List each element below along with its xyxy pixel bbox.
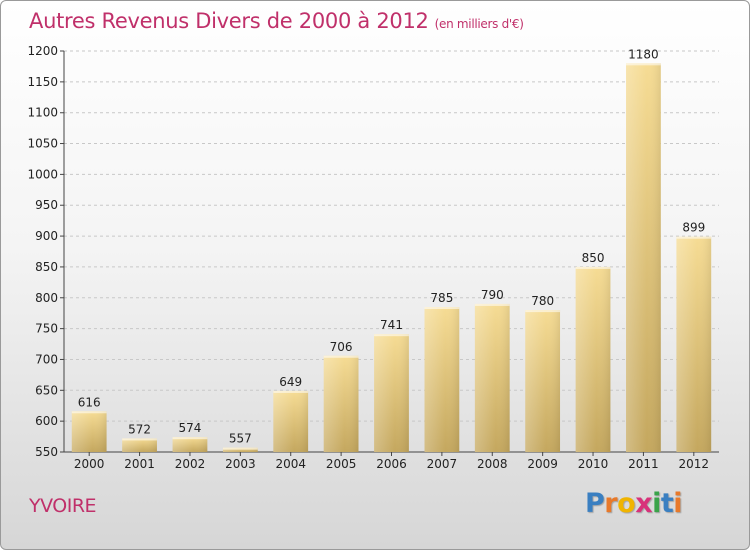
value-label: 780 xyxy=(531,294,554,308)
y-tick-label: 900 xyxy=(35,229,58,243)
bar-shade xyxy=(172,437,208,452)
bar-highlight xyxy=(424,307,460,310)
bar-shade xyxy=(222,447,258,452)
value-label: 574 xyxy=(179,421,202,435)
logo-letter: x xyxy=(635,488,653,519)
value-label: 616 xyxy=(78,395,101,409)
y-tick-label: 750 xyxy=(35,322,58,336)
x-tick-label: 2007 xyxy=(427,457,458,471)
bar-shade xyxy=(626,63,661,452)
y-tick-label: 650 xyxy=(35,383,58,397)
bar-highlight xyxy=(172,437,208,440)
bar-shade xyxy=(273,390,309,452)
y-tick-label: 700 xyxy=(35,352,58,366)
y-tick-label: 950 xyxy=(35,198,58,212)
bar-highlight xyxy=(676,236,712,239)
value-label: 899 xyxy=(682,221,705,235)
logo-letter: i xyxy=(652,488,661,519)
bar-shade xyxy=(575,266,611,452)
value-label: 1180 xyxy=(628,47,659,61)
x-tick-label: 2005 xyxy=(326,457,357,471)
bar-highlight xyxy=(323,355,359,358)
proxiti-logo: Proxiti xyxy=(585,488,683,519)
value-label: 649 xyxy=(279,375,302,389)
value-label: 706 xyxy=(330,340,353,354)
chart-title: Autres Revenus Divers de 2000 à 2012 (en … xyxy=(29,9,524,33)
y-tick-label: 550 xyxy=(35,445,58,459)
bar-highlight xyxy=(374,334,409,337)
value-label: 790 xyxy=(481,288,504,302)
x-tick-label: 2009 xyxy=(527,457,558,471)
bar-shade xyxy=(122,438,157,452)
bar-highlight xyxy=(525,310,561,313)
chart-unit-label: (en milliers d'€) xyxy=(434,17,524,31)
x-tick-label: 2010 xyxy=(578,457,609,471)
y-tick-label: 1000 xyxy=(27,167,58,181)
x-tick-label: 2008 xyxy=(477,457,508,471)
y-tick-label: 1150 xyxy=(27,75,58,89)
y-tick-label: 1050 xyxy=(27,137,58,151)
bar-highlight xyxy=(474,303,510,306)
bar-highlight xyxy=(575,266,611,269)
x-tick-label: 2012 xyxy=(679,457,710,471)
x-tick-label: 2001 xyxy=(124,457,155,471)
logo-letter: o xyxy=(617,488,636,519)
y-tick-label: 600 xyxy=(35,414,58,428)
value-label: 850 xyxy=(582,251,605,265)
value-label: 557 xyxy=(229,432,252,446)
bar-shade xyxy=(374,334,409,452)
x-tick-label: 2003 xyxy=(225,457,256,471)
value-label: 572 xyxy=(128,422,151,436)
logo-letter: P xyxy=(585,488,605,519)
y-tick-label: 800 xyxy=(35,291,58,305)
bar-highlight xyxy=(273,390,309,393)
y-tick-label: 1100 xyxy=(27,106,58,120)
place-name: YVOIRE xyxy=(29,495,97,517)
value-label: 785 xyxy=(430,291,453,305)
bar-highlight xyxy=(222,447,258,450)
chart-title-text: Autres Revenus Divers de 2000 à 2012 xyxy=(29,9,429,33)
logo-letter: t xyxy=(660,488,674,519)
x-tick-label: 2002 xyxy=(175,457,206,471)
bar-shade xyxy=(323,355,359,452)
logo-letter: r xyxy=(604,488,618,519)
bar-highlight xyxy=(122,438,157,441)
grid-lines xyxy=(64,50,719,422)
bars xyxy=(71,63,712,452)
bar-shade xyxy=(424,307,460,452)
logo-letter: i xyxy=(673,488,683,519)
x-tick-label: 2006 xyxy=(376,457,407,471)
labels: 550 600 650 700 750 800 850 900 950 1000 1050 1100 1… xyxy=(27,44,709,471)
bar-highlight xyxy=(71,411,107,414)
y-tick-label: 1200 xyxy=(27,44,58,58)
bar-shade xyxy=(71,411,107,452)
y-tick-label: 850 xyxy=(35,260,58,274)
bar-shade xyxy=(676,236,712,452)
x-tick-label: 2004 xyxy=(275,457,306,471)
x-tick-label: 2011 xyxy=(628,457,659,471)
value-label: 741 xyxy=(380,318,403,332)
bar-highlight xyxy=(626,63,661,66)
x-tick-label: 2000 xyxy=(74,457,105,471)
bar-shade xyxy=(525,310,561,452)
bar-shade xyxy=(474,303,510,452)
